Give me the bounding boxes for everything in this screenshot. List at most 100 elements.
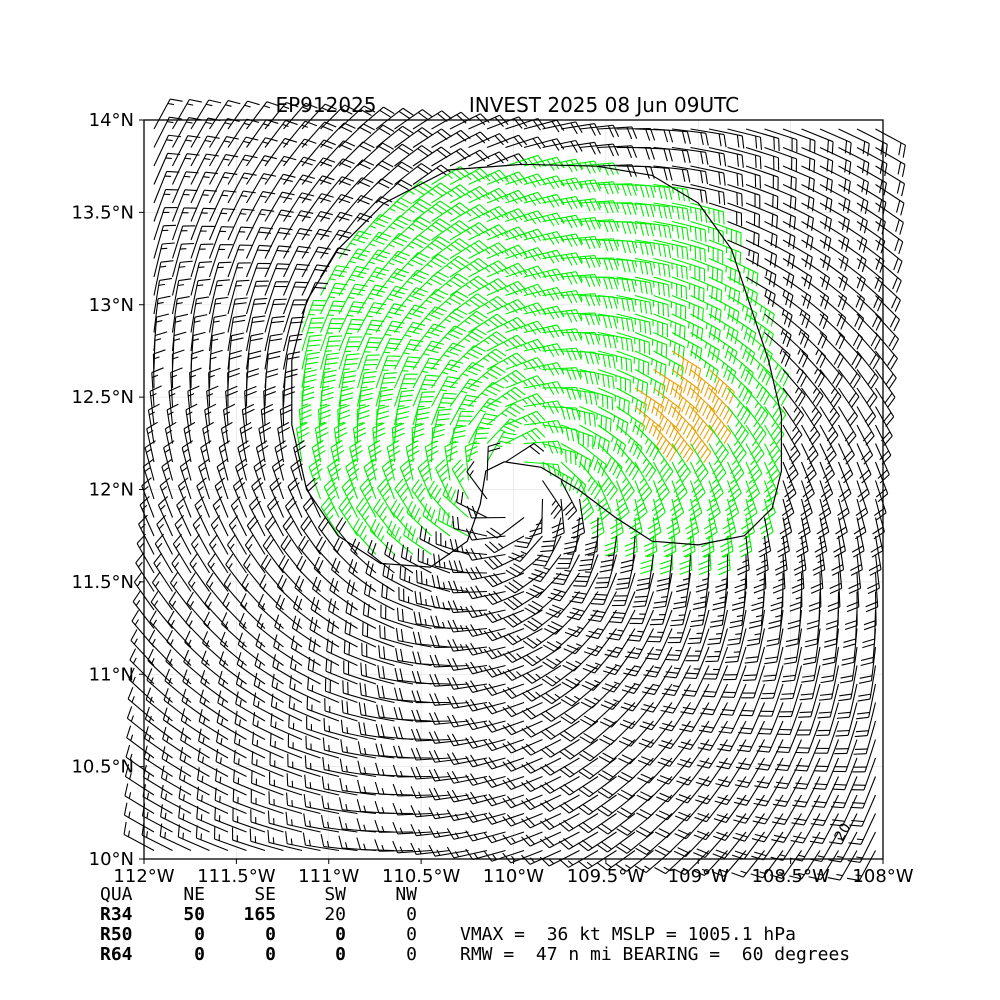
- wind-barb: [579, 368, 615, 390]
- wind-barb: [320, 282, 348, 315]
- wind-barb: [708, 424, 729, 464]
- x-tick-label: 109°W: [668, 866, 729, 887]
- wind-barb: [253, 672, 284, 703]
- wind-barb: [400, 544, 432, 574]
- wind-barb: [466, 460, 488, 500]
- wind-barb: [260, 554, 284, 592]
- wind-barb: [227, 367, 240, 407]
- wind-barb: [276, 574, 303, 611]
- wind-barb: [559, 739, 599, 760]
- wind-barb: [653, 165, 691, 183]
- wind-barb: [810, 794, 839, 826]
- r64-se: 0: [265, 944, 276, 965]
- wind-barb: [386, 440, 401, 481]
- wind-barb: [598, 757, 636, 781]
- wind-barb: [690, 202, 725, 225]
- wind-barb: [802, 628, 821, 666]
- wind-barb: [305, 735, 340, 759]
- wind-barb: [237, 440, 250, 481]
- wind-barb: [218, 651, 247, 685]
- wind-barb: [514, 517, 543, 549]
- wind-barb: [734, 757, 765, 788]
- wind-barb: [357, 741, 395, 759]
- wind-barb: [616, 443, 640, 481]
- wind-barb: [505, 265, 546, 280]
- y-axis: 14°N 13.5°N 13°N 12.5°N 12°N 11.5°N 11°N 10.5°N…: [71, 110, 144, 870]
- wind-barb: [357, 266, 390, 296]
- wind-barb: [503, 591, 543, 611]
- wind-barb: [340, 719, 377, 741]
- wind-barb: [184, 630, 210, 666]
- wind-barb: [835, 702, 858, 737]
- wind-barb: [412, 146, 452, 167]
- wind-barb: [653, 424, 677, 462]
- wind-barb: [377, 665, 414, 685]
- wind-barb: [153, 295, 171, 333]
- wind-barb: [782, 424, 801, 465]
- wind-barb: [320, 814, 358, 833]
- wind-barb: [264, 137, 298, 167]
- wind-barb: [245, 262, 271, 296]
- wind-barb: [540, 517, 562, 553]
- wind-barb: [748, 591, 766, 629]
- wind-barb: [214, 787, 247, 815]
- wind-barb: [422, 503, 451, 537]
- wind-barb: [713, 813, 747, 841]
- wind-barb: [560, 702, 599, 725]
- wind-barb: [264, 101, 299, 130]
- wind-barb: [782, 369, 806, 407]
- wind-barb: [465, 624, 506, 637]
- summary-vmax-mslp: VMAX = 36 kt MSLP = 1005.1 hPa: [460, 924, 796, 945]
- wind-barb: [875, 184, 905, 216]
- wind-barb: [151, 571, 173, 611]
- wind-barb: [271, 458, 285, 500]
- wind-barb: [171, 296, 190, 333]
- wind-barb: [162, 707, 192, 740]
- wind-barb: [202, 631, 229, 666]
- wind-barb: [277, 422, 290, 463]
- wind-barb: [412, 306, 448, 333]
- wind-barb: [856, 461, 870, 503]
- wind-barb: [653, 369, 683, 401]
- wind-barb: [483, 775, 525, 788]
- wind-barb: [667, 609, 692, 644]
- wind-barb: [875, 202, 904, 235]
- wind-barb: [505, 410, 546, 426]
- wind-barb: [147, 648, 173, 685]
- wind-barb: [590, 572, 618, 605]
- wind-barb: [169, 572, 192, 611]
- wind-barb: [283, 228, 313, 259]
- wind-barb: [171, 242, 195, 278]
- wind-barb: [486, 403, 525, 426]
- wind-barb: [858, 646, 877, 684]
- wind-barb: [381, 583, 414, 611]
- y-tick-label: 12.5°N: [71, 387, 134, 408]
- wind-barb: [258, 421, 272, 463]
- wind-barb: [742, 646, 766, 681]
- wind-barb: [782, 146, 816, 173]
- wind-barb: [578, 535, 599, 572]
- wind-barb: [801, 443, 817, 484]
- wind-barb: [301, 157, 336, 185]
- wind-barb: [746, 609, 766, 647]
- wind-barb: [160, 765, 192, 796]
- wind-barb: [365, 560, 395, 592]
- wind-barb: [234, 710, 266, 740]
- wind-barb: [246, 208, 275, 241]
- wind-barb: [762, 646, 784, 682]
- wind-barb: [834, 720, 858, 755]
- wind-barb: [324, 698, 358, 722]
- wind-barb: [468, 413, 498, 444]
- wind-barb: [745, 128, 780, 152]
- wind-barb: [319, 300, 347, 333]
- wind-barb: [227, 244, 253, 278]
- wind-barb: [160, 804, 192, 833]
- wind-barb: [447, 677, 488, 690]
- wind-barb: [801, 646, 821, 683]
- wind-barb: [427, 480, 451, 518]
- wind-barb: [468, 331, 507, 352]
- wind-barb: [367, 539, 395, 574]
- wind-barb: [809, 813, 839, 845]
- wind-barb: [689, 591, 710, 628]
- wind-barb: [435, 459, 451, 500]
